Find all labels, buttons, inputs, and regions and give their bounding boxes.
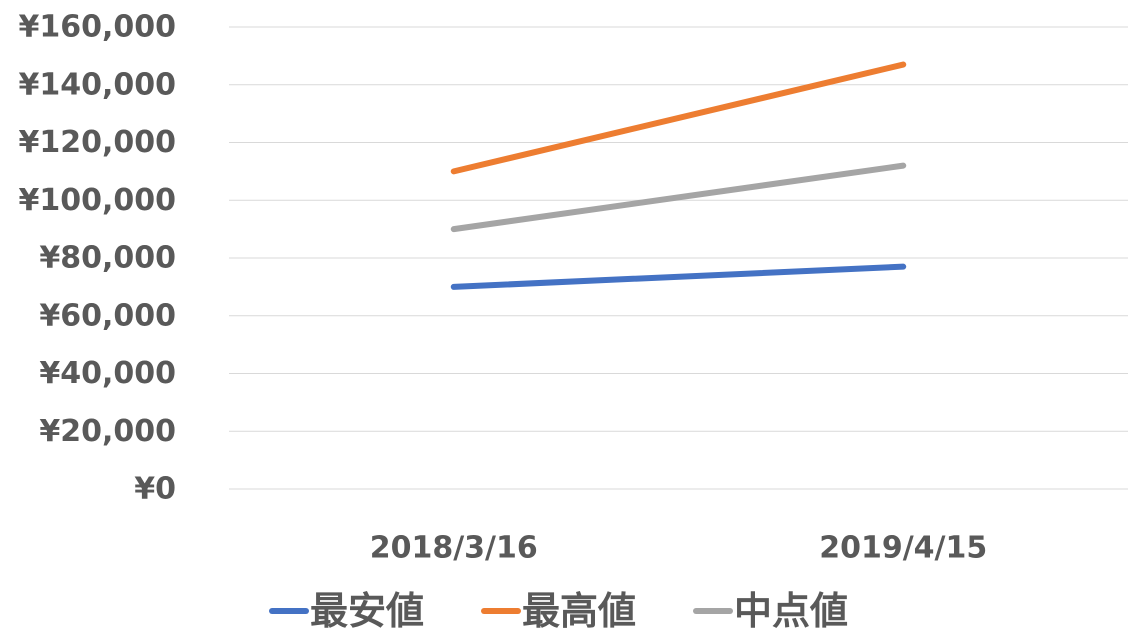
y-tick-label: ¥100,000 — [18, 183, 176, 218]
legend-label: 最高値 — [522, 589, 636, 633]
series-line-0 — [450, 263, 907, 290]
x-tick-label: 2019/4/15 — [819, 531, 987, 566]
gridlines — [229, 26, 1128, 490]
legend-label: 最安値 — [310, 589, 424, 633]
y-tick-label: ¥160,000 — [18, 10, 176, 45]
y-tick-label: ¥20,000 — [39, 414, 176, 449]
series-line-1 — [450, 61, 907, 175]
y-tick-label: ¥0 — [134, 472, 176, 507]
y-tick-label: ¥120,000 — [18, 125, 176, 160]
series-line-2 — [450, 162, 907, 233]
x-axis: 2018/3/16 2019/4/15 — [370, 531, 988, 566]
y-tick-label: ¥80,000 — [39, 241, 176, 276]
y-axis: ¥0 ¥20,000 ¥40,000 ¥60,000 ¥80,000 ¥100,000 ¥1… — [18, 10, 176, 507]
legend: 最安値 最高値 中点値 — [269, 589, 848, 633]
x-tick-label: 2018/3/16 — [370, 531, 538, 566]
y-tick-label: ¥60,000 — [39, 298, 176, 333]
y-tick-label: ¥140,000 — [18, 67, 176, 102]
series-lines — [450, 61, 907, 290]
y-tick-label: ¥40,000 — [39, 356, 176, 391]
legend-label: 中点値 — [734, 589, 848, 633]
